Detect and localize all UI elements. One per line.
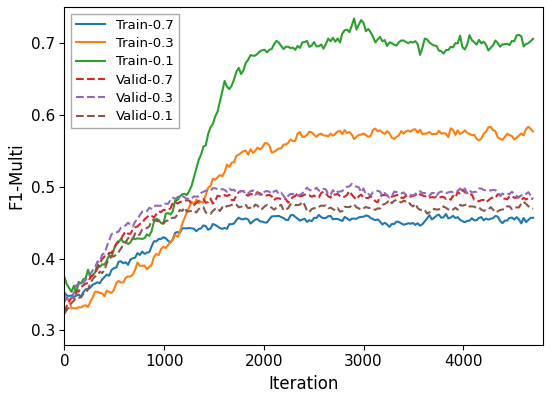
- Valid-0.3: [530, 197, 536, 202]
- Valid-0.7: [80, 283, 86, 288]
- Valid-0.1: [186, 209, 192, 214]
- Train-0.3: [70, 306, 77, 311]
- Line: Valid-0.1: Valid-0.1: [64, 200, 533, 314]
- Valid-0.3: [90, 268, 96, 273]
- Line: Valid-0.3: Valid-0.3: [64, 184, 533, 302]
- Train-0.7: [443, 212, 449, 216]
- Train-0.1: [494, 41, 501, 46]
- X-axis label: Iteration: Iteration: [268, 375, 339, 393]
- Valid-0.1: [492, 210, 499, 215]
- Line: Train-0.3: Train-0.3: [64, 127, 533, 308]
- Legend: Train-0.7, Train-0.3, Train-0.1, Valid-0.7, Valid-0.3, Valid-0.1: Train-0.7, Train-0.3, Train-0.1, Valid-0…: [71, 14, 179, 128]
- Line: Train-0.1: Train-0.1: [64, 18, 533, 294]
- Valid-0.3: [509, 189, 515, 194]
- Valid-0.7: [530, 196, 536, 201]
- Valid-0.1: [386, 198, 393, 202]
- Y-axis label: F1-Multi: F1-Multi: [7, 142, 25, 209]
- Train-0.7: [188, 226, 195, 231]
- Train-0.1: [351, 16, 358, 21]
- Valid-0.3: [492, 188, 499, 192]
- Valid-0.1: [90, 276, 96, 281]
- Train-0.1: [530, 36, 536, 41]
- Valid-0.1: [530, 206, 536, 211]
- Valid-0.1: [61, 311, 68, 316]
- Train-0.7: [92, 281, 98, 286]
- Valid-0.3: [349, 182, 355, 186]
- Train-0.7: [511, 217, 518, 222]
- Valid-0.3: [186, 195, 192, 200]
- Valid-0.3: [61, 300, 68, 304]
- Train-0.7: [530, 216, 536, 220]
- Valid-0.7: [459, 187, 466, 192]
- Train-0.7: [70, 294, 77, 299]
- Valid-0.7: [61, 310, 68, 314]
- Train-0.7: [61, 290, 68, 295]
- Train-0.3: [509, 134, 515, 138]
- Valid-0.7: [186, 198, 192, 203]
- Valid-0.1: [80, 292, 86, 296]
- Train-0.3: [151, 254, 157, 259]
- Valid-0.7: [90, 273, 96, 278]
- Train-0.1: [73, 291, 80, 296]
- Train-0.3: [525, 124, 532, 129]
- Valid-0.7: [509, 194, 515, 198]
- Valid-0.1: [509, 207, 515, 212]
- Train-0.7: [151, 239, 157, 244]
- Valid-0.7: [492, 195, 499, 200]
- Train-0.1: [82, 276, 89, 280]
- Train-0.3: [92, 289, 98, 294]
- Train-0.3: [492, 129, 499, 134]
- Train-0.3: [61, 293, 68, 298]
- Valid-0.1: [148, 218, 155, 223]
- Train-0.3: [188, 199, 195, 204]
- Train-0.1: [92, 270, 98, 275]
- Valid-0.3: [148, 206, 155, 211]
- Train-0.1: [188, 183, 195, 188]
- Train-0.1: [511, 39, 518, 44]
- Train-0.1: [151, 219, 157, 224]
- Train-0.7: [494, 214, 501, 219]
- Valid-0.3: [80, 280, 86, 285]
- Train-0.3: [530, 129, 536, 134]
- Train-0.3: [82, 303, 89, 308]
- Valid-0.7: [148, 214, 155, 218]
- Train-0.7: [82, 287, 89, 292]
- Line: Train-0.7: Train-0.7: [64, 214, 533, 297]
- Train-0.1: [61, 275, 68, 280]
- Line: Valid-0.7: Valid-0.7: [64, 190, 533, 312]
